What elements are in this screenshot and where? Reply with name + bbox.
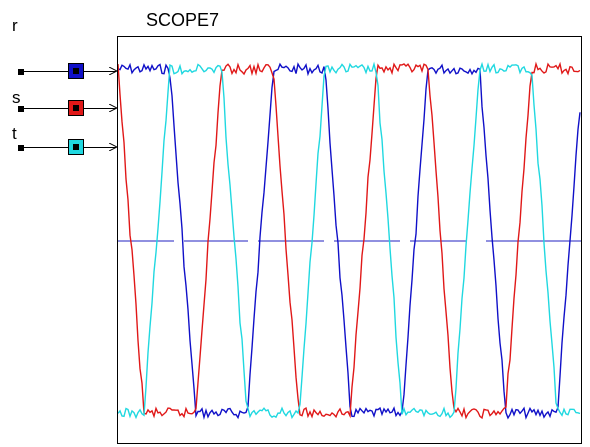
connector-wire-t [23,147,71,148]
trace-s-path [118,61,581,420]
connector-wire-r-2 [84,71,116,72]
trace-r-path [118,62,581,421]
connector-dot-s [18,106,24,112]
signal-port-t[interactable] [68,139,84,155]
trace-t-path [118,61,581,420]
connector-wire-t-2 [84,147,116,148]
scope-plot [118,61,581,421]
trace-t [118,61,581,420]
arrow-head-icon [109,67,117,75]
signal-label-t: t [12,124,17,143]
arrow-head-icon [109,104,117,112]
connector-wire-s [23,108,71,109]
trace-s [118,61,581,420]
signal-port-s[interactable] [68,100,84,116]
signal-label-r: r [12,16,18,35]
signal-label-s: s [12,88,21,107]
scope-title: SCOPE7 [146,10,220,30]
connector-wire-s-2 [84,108,116,109]
scope-display[interactable] [117,36,582,444]
arrow-head-icon [109,143,117,151]
signal-port-r[interactable] [68,63,84,79]
connector-wire-r [23,71,71,72]
connector-dot-r [18,69,24,75]
trace-r [118,62,581,421]
connector-dot-t [18,145,24,151]
